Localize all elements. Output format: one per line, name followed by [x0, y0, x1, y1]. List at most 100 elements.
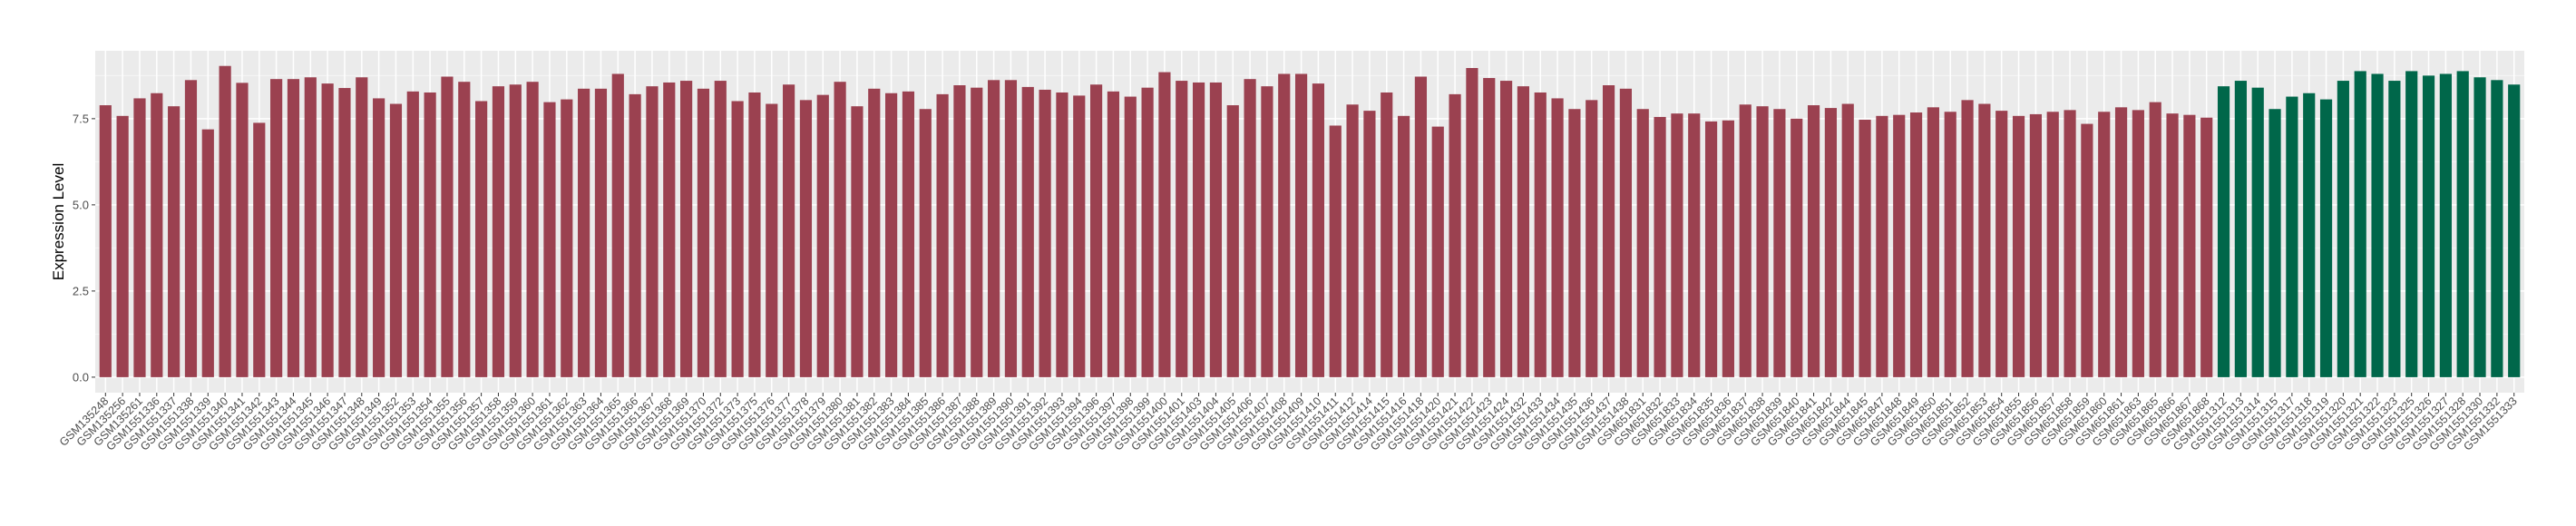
bar-GSM1551387 [953, 85, 966, 377]
bar-GSM651867 [2183, 114, 2196, 377]
bar-GSM1551389 [988, 80, 1000, 377]
bar-GSM651831 [1636, 109, 1649, 377]
y-tick-label: 5.0 [73, 198, 89, 211]
bar-GSM651868 [2200, 117, 2213, 377]
bar-GSM1551388 [971, 87, 983, 377]
bar-GSM1551354 [424, 92, 436, 377]
y-tick-label: 7.5 [73, 112, 89, 125]
bar-GSM1551345 [304, 77, 317, 377]
bar-GSM1551327 [2439, 73, 2452, 377]
bar-GSM1551355 [441, 76, 454, 377]
bar-GSM651866 [2166, 113, 2179, 377]
bar-GSM651849 [1909, 112, 1923, 377]
bar-GSM651853 [1978, 103, 1991, 377]
bar-GSM1551333 [2508, 84, 2521, 377]
bar-GSM1551432 [1517, 86, 1529, 377]
bar-GSM1551343 [270, 79, 283, 377]
bar-GSM1551369 [680, 81, 693, 377]
bar-GSM1551361 [543, 102, 556, 377]
bar-GSM651833 [1671, 113, 1683, 377]
bar-GSM1551409 [1294, 73, 1308, 377]
bar-GSM651852 [1961, 100, 1974, 377]
bar-GSM1551318 [2303, 93, 2316, 377]
bar-GSM651836 [1722, 120, 1734, 377]
bar-GSM1551378 [799, 100, 813, 377]
bar-GSM1551401 [1176, 81, 1188, 377]
bar-GSM1551433 [1534, 92, 1547, 377]
bar-GSM651842 [1824, 108, 1837, 377]
bar-GSM1551376 [766, 103, 778, 377]
bar-GSM651851 [1944, 112, 1956, 377]
bar-GSM651855 [2012, 115, 2025, 377]
bar-GSM1551367 [646, 86, 659, 377]
bar-GSM1551394 [1073, 95, 1086, 377]
bar-GSM1551357 [475, 101, 488, 377]
bar-GSM1551416 [1397, 115, 1410, 377]
bar-GSM1551344 [287, 79, 300, 377]
bar-GSM1551418 [1414, 76, 1428, 377]
bar-GSM651834 [1688, 113, 1701, 377]
bar-GSM1551415 [1381, 92, 1393, 377]
bar-GSM1551320 [2337, 81, 2349, 377]
bar-GSM1551362 [561, 99, 573, 377]
bar-GSM1551375 [748, 92, 761, 377]
bar-GSM1551368 [663, 82, 676, 377]
bar-GSM1551437 [1602, 85, 1615, 377]
bar-GSM1551391 [1021, 86, 1034, 377]
bar-GSM1551356 [458, 82, 471, 377]
bar-GSM1551398 [1124, 96, 1137, 377]
bar-GSM1551325 [2405, 71, 2418, 377]
bar-GSM1551359 [509, 84, 522, 377]
bar-GSM135261 [133, 98, 146, 377]
bar-GSM651837 [1739, 104, 1751, 377]
x-axis: GSM135248GSM135256GSM135261GSM1551336GSM… [57, 393, 2520, 453]
bar-GSM1551384 [902, 91, 915, 377]
bar-GSM1551392 [1039, 89, 1051, 377]
bar-GSM1551338 [184, 80, 198, 377]
bar-GSM1551330 [2474, 77, 2486, 377]
bar-GSM135248 [99, 105, 112, 377]
bar-GSM1551358 [492, 86, 505, 377]
bar-GSM651844 [1841, 103, 1854, 377]
bar-GSM651857 [2046, 112, 2059, 377]
bar-GSM1551385 [919, 109, 932, 377]
bar-GSM1551342 [253, 122, 266, 377]
y-tick-label: 0.0 [73, 370, 89, 384]
bar-GSM1551346 [321, 83, 334, 377]
bar-GSM1551423 [1483, 78, 1496, 377]
bar-GSM1551314 [2251, 87, 2264, 377]
bar-GSM651850 [1927, 107, 1939, 377]
bar-GSM1551326 [2422, 75, 2435, 377]
bar-GSM1551381 [851, 106, 864, 377]
bar-GSM651860 [2098, 112, 2111, 377]
bar-GSM1551424 [1499, 81, 1513, 377]
bar-GSM651854 [1995, 111, 2008, 377]
bar-GSM1551373 [731, 101, 744, 377]
y-axis: 0.0 2.5 5.0 7.5 [73, 112, 95, 384]
bar-GSM1551363 [578, 88, 590, 377]
bar-GSM1551407 [1261, 86, 1273, 377]
bar-GSM1551396 [1090, 84, 1103, 377]
bar-GSM1551332 [2491, 80, 2503, 377]
bar-GSM135256 [116, 115, 129, 377]
bar-GSM1551421 [1449, 93, 1461, 377]
bar-GSM1551404 [1209, 82, 1223, 377]
bar-GSM1551408 [1278, 73, 1291, 377]
bar-GSM1551386 [936, 93, 949, 377]
bar-GSM1551336 [151, 93, 163, 377]
bar-GSM1551347 [338, 88, 351, 377]
bar-GSM651838 [1756, 106, 1769, 377]
bar-GSM651859 [2081, 123, 2093, 377]
bar-GSM651841 [1807, 105, 1820, 377]
bar-GSM1551337 [168, 106, 181, 377]
bar-GSM1551380 [834, 82, 846, 377]
bar-GSM651839 [1773, 109, 1786, 377]
bar-GSM1551405 [1226, 105, 1239, 377]
bar-GSM1551339 [201, 129, 214, 377]
bar-GSM651861 [2114, 107, 2128, 377]
bar-GSM1551400 [1158, 72, 1171, 377]
bar-GSM1551313 [2234, 81, 2247, 377]
bar-GSM1551410 [1312, 83, 1325, 377]
bar-GSM651848 [1893, 114, 1906, 377]
bar-GSM1551370 [697, 88, 710, 377]
